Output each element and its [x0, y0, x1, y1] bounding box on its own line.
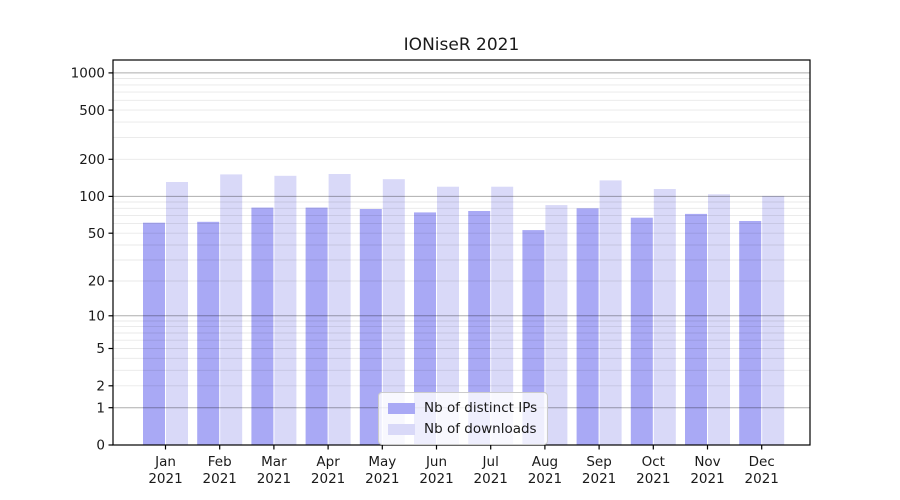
x-tick-label-year: 2021	[528, 471, 562, 487]
bar-nb-of-distinct-ips-jun	[414, 212, 436, 445]
legend-item-distinct-ips: Nb of distinct IPs	[388, 400, 537, 416]
y-tick-label: 1	[96, 400, 105, 416]
x-tick-label-month: Dec	[749, 454, 775, 470]
bar-nb-of-downloads-dec	[762, 195, 785, 445]
bar-nb-of-distinct-ips-feb	[197, 221, 220, 445]
x-tick-label-year: 2021	[311, 471, 345, 487]
bar-nb-of-distinct-ips-oct	[630, 217, 653, 445]
x-tick-label-month: Oct	[642, 454, 665, 470]
x-tick-label-year: 2021	[636, 471, 670, 487]
x-tick-label-year: 2021	[474, 471, 508, 487]
bar-nb-of-distinct-ips-dec	[739, 221, 762, 445]
x-tick-label-month: Jul	[482, 454, 499, 470]
x-tick-label-year: 2021	[745, 471, 779, 487]
y-tick-label: 50	[88, 226, 105, 242]
x-tick-label-month: Aug	[532, 454, 558, 470]
bar-nb-of-distinct-ips-nov	[685, 213, 707, 445]
y-tick-label: 2	[96, 379, 105, 395]
x-tick-label-month: Mar	[261, 454, 287, 470]
legend-label-downloads: Nb of downloads	[424, 421, 537, 437]
bar-nb-of-distinct-ips-mar	[251, 207, 274, 445]
bar-nb-of-downloads-oct	[653, 189, 676, 445]
x-tick-label-year: 2021	[148, 471, 182, 487]
bar-nb-of-downloads-may	[382, 179, 405, 445]
x-tick-label-month: May	[368, 454, 396, 470]
bar-nb-of-distinct-ips-sep	[576, 208, 599, 445]
legend-item-downloads: Nb of downloads	[388, 421, 537, 437]
legend-label-distinct-ips: Nb of distinct IPs	[424, 400, 538, 416]
x-tick-label-month: Apr	[316, 454, 340, 470]
y-tick-label: 20	[88, 274, 105, 290]
bar-nb-of-distinct-ips-jan	[143, 222, 165, 445]
y-tick-label: 10	[88, 309, 105, 325]
axes-box	[112, 59, 811, 446]
y-tick-label: 5	[96, 341, 105, 357]
legend: Nb of distinct IPs Nb of downloads	[378, 392, 549, 445]
bar-nb-of-downloads-mar	[274, 175, 297, 446]
bar-nb-of-distinct-ips-apr	[305, 207, 328, 445]
bar-nb-of-distinct-ips-may	[359, 209, 382, 445]
x-tick-label-year: 2021	[582, 471, 616, 487]
legend-swatch-downloads	[388, 423, 415, 435]
y-tick-label: 1000	[71, 66, 105, 82]
y-tick-label: 500	[79, 103, 105, 119]
x-tick-label-year: 2021	[690, 471, 724, 487]
bar-nb-of-distinct-ips-aug	[522, 230, 545, 445]
y-tick-label: 100	[79, 189, 105, 205]
x-tick-label-month: Nov	[694, 454, 720, 470]
x-tick-label-month: Feb	[208, 454, 232, 470]
y-tick-label: 200	[79, 152, 105, 168]
chart-title: IONiseR 2021	[403, 35, 520, 55]
bar-nb-of-downloads-aug	[545, 205, 568, 445]
bar-nb-of-distinct-ips-jul	[468, 211, 491, 445]
x-tick-label-year: 2021	[257, 471, 291, 487]
bar-nb-of-downloads-apr	[328, 174, 351, 445]
x-tick-label-month: Sep	[586, 454, 611, 470]
bar-nb-of-downloads-jan	[166, 182, 188, 445]
y-tick-label: 0	[96, 438, 105, 454]
x-tick-label-year: 2021	[419, 471, 453, 487]
x-tick-label-year: 2021	[203, 471, 237, 487]
legend-swatch-distinct-ips	[388, 402, 415, 414]
bar-nb-of-downloads-feb	[220, 174, 243, 445]
x-tick-label-year: 2021	[365, 471, 399, 487]
bar-nb-of-downloads-jun	[437, 186, 459, 445]
x-tick-label-month: Jun	[425, 454, 447, 470]
bar-nb-of-downloads-nov	[708, 194, 730, 445]
bar-nb-of-downloads-jul	[491, 186, 514, 445]
bar-nb-of-downloads-sep	[599, 180, 622, 445]
x-tick-label-month: Jan	[154, 454, 176, 470]
